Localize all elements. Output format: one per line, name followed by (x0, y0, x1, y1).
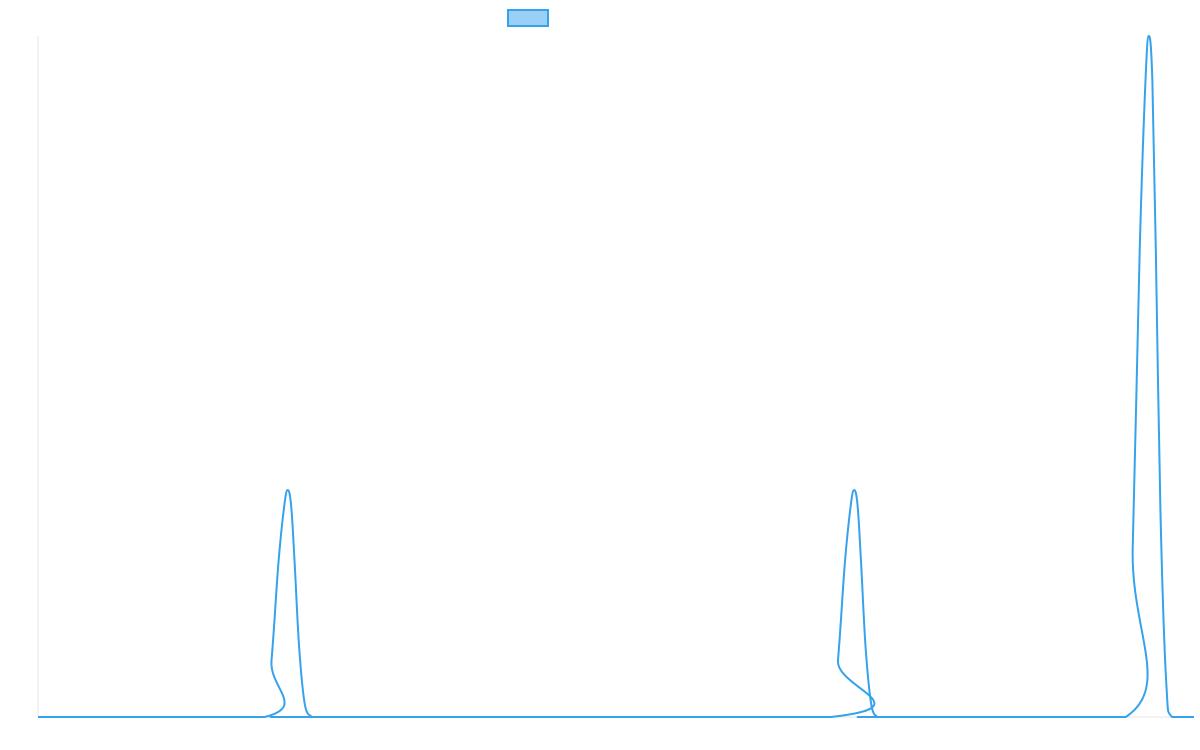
legend (507, 9, 549, 27)
axes (37, 36, 1194, 718)
series-line-0 (37, 35, 1194, 719)
series-layer (37, 35, 1194, 719)
legend-swatch[interactable] (507, 9, 549, 27)
